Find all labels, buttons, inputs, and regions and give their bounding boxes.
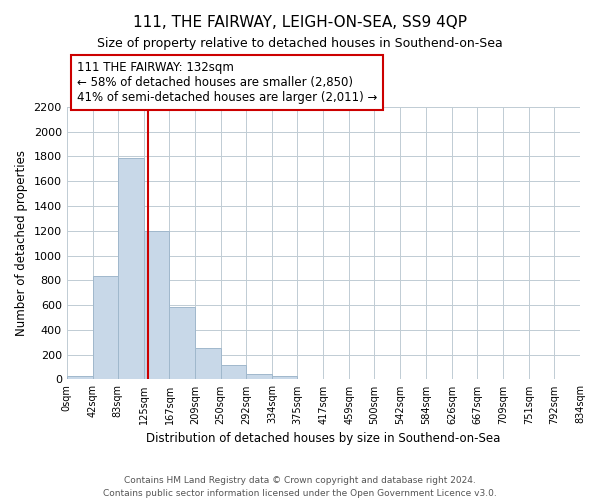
- Text: 111, THE FAIRWAY, LEIGH-ON-SEA, SS9 4QP: 111, THE FAIRWAY, LEIGH-ON-SEA, SS9 4QP: [133, 15, 467, 30]
- Bar: [118, 158, 143, 380]
- Bar: [143, 231, 169, 380]
- Bar: [272, 376, 298, 380]
- Bar: [247, 374, 272, 380]
- Text: Contains HM Land Registry data © Crown copyright and database right 2024.
Contai: Contains HM Land Registry data © Crown c…: [103, 476, 497, 498]
- Text: Size of property relative to detached houses in Southend-on-Sea: Size of property relative to detached ho…: [97, 38, 503, 51]
- Text: 111 THE FAIRWAY: 132sqm
← 58% of detached houses are smaller (2,850)
41% of semi: 111 THE FAIRWAY: 132sqm ← 58% of detache…: [77, 61, 377, 104]
- Bar: [196, 348, 221, 380]
- Bar: [67, 376, 92, 380]
- Y-axis label: Number of detached properties: Number of detached properties: [15, 150, 28, 336]
- Bar: [92, 276, 118, 380]
- Bar: [169, 307, 196, 380]
- X-axis label: Distribution of detached houses by size in Southend-on-Sea: Distribution of detached houses by size …: [146, 432, 500, 445]
- Bar: [221, 365, 247, 380]
